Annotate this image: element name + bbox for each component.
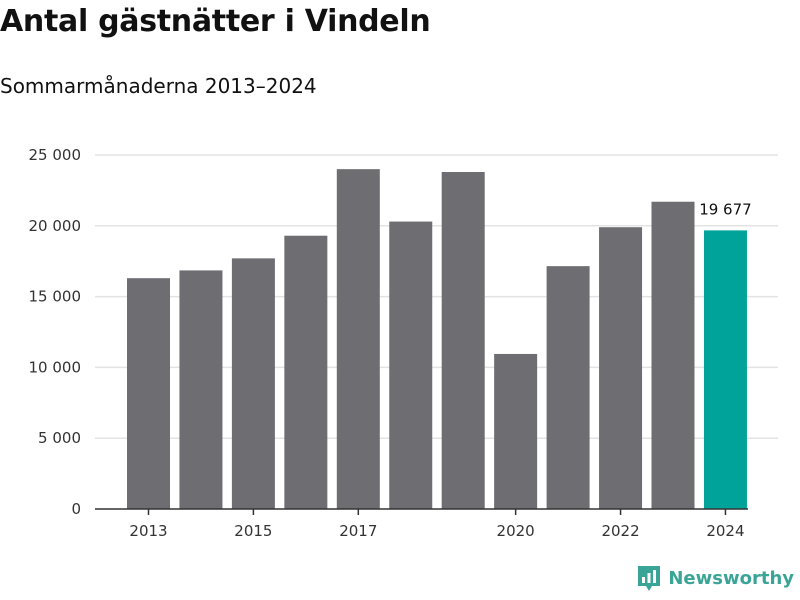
x-tick-label: 2015: [234, 522, 272, 540]
y-tick-label: 0: [71, 500, 81, 518]
x-tick-label: 2024: [706, 522, 744, 540]
bar-2019: [441, 171, 485, 509]
bar-2022: [599, 227, 643, 509]
y-tick-label: 15 000: [29, 288, 82, 306]
bars: [127, 169, 747, 510]
bar-2024: [703, 230, 747, 510]
bar-2020: [494, 353, 538, 509]
bar-2017: [336, 169, 380, 509]
y-tick-label: 5 000: [38, 429, 81, 447]
bar-2013: [127, 278, 170, 509]
y-tick-label: 20 000: [29, 217, 82, 235]
highlight-data-label: 19 677: [699, 200, 752, 218]
bar-2023: [651, 201, 695, 509]
y-tick-label: 25 000: [29, 146, 82, 164]
bar-2014: [179, 270, 223, 509]
newsworthy-logo: Newsworthy: [636, 564, 794, 592]
labels: 0 5 000 10 000 15 000 20 000 25 000 2013 2015 20…: [29, 146, 752, 540]
bar-2015: [231, 258, 275, 509]
axes: [95, 508, 748, 515]
bar-2021: [546, 266, 590, 509]
x-tick-label: 2022: [601, 522, 639, 540]
chart-subtitle: Sommarmånaderna 2013–2024: [0, 74, 317, 98]
newsworthy-logo-text: Newsworthy: [668, 567, 794, 589]
y-tick-label: 10 000: [29, 358, 82, 376]
bar-2016: [284, 235, 328, 509]
bar-2018: [389, 221, 433, 509]
newsworthy-logo-icon: [638, 566, 661, 591]
x-tick-label: 2013: [129, 522, 167, 540]
x-tick-label: 2017: [339, 522, 377, 540]
x-tick-label: 2020: [497, 522, 535, 540]
chart-title: Antal gästnätter i Vindeln: [0, 4, 431, 39]
